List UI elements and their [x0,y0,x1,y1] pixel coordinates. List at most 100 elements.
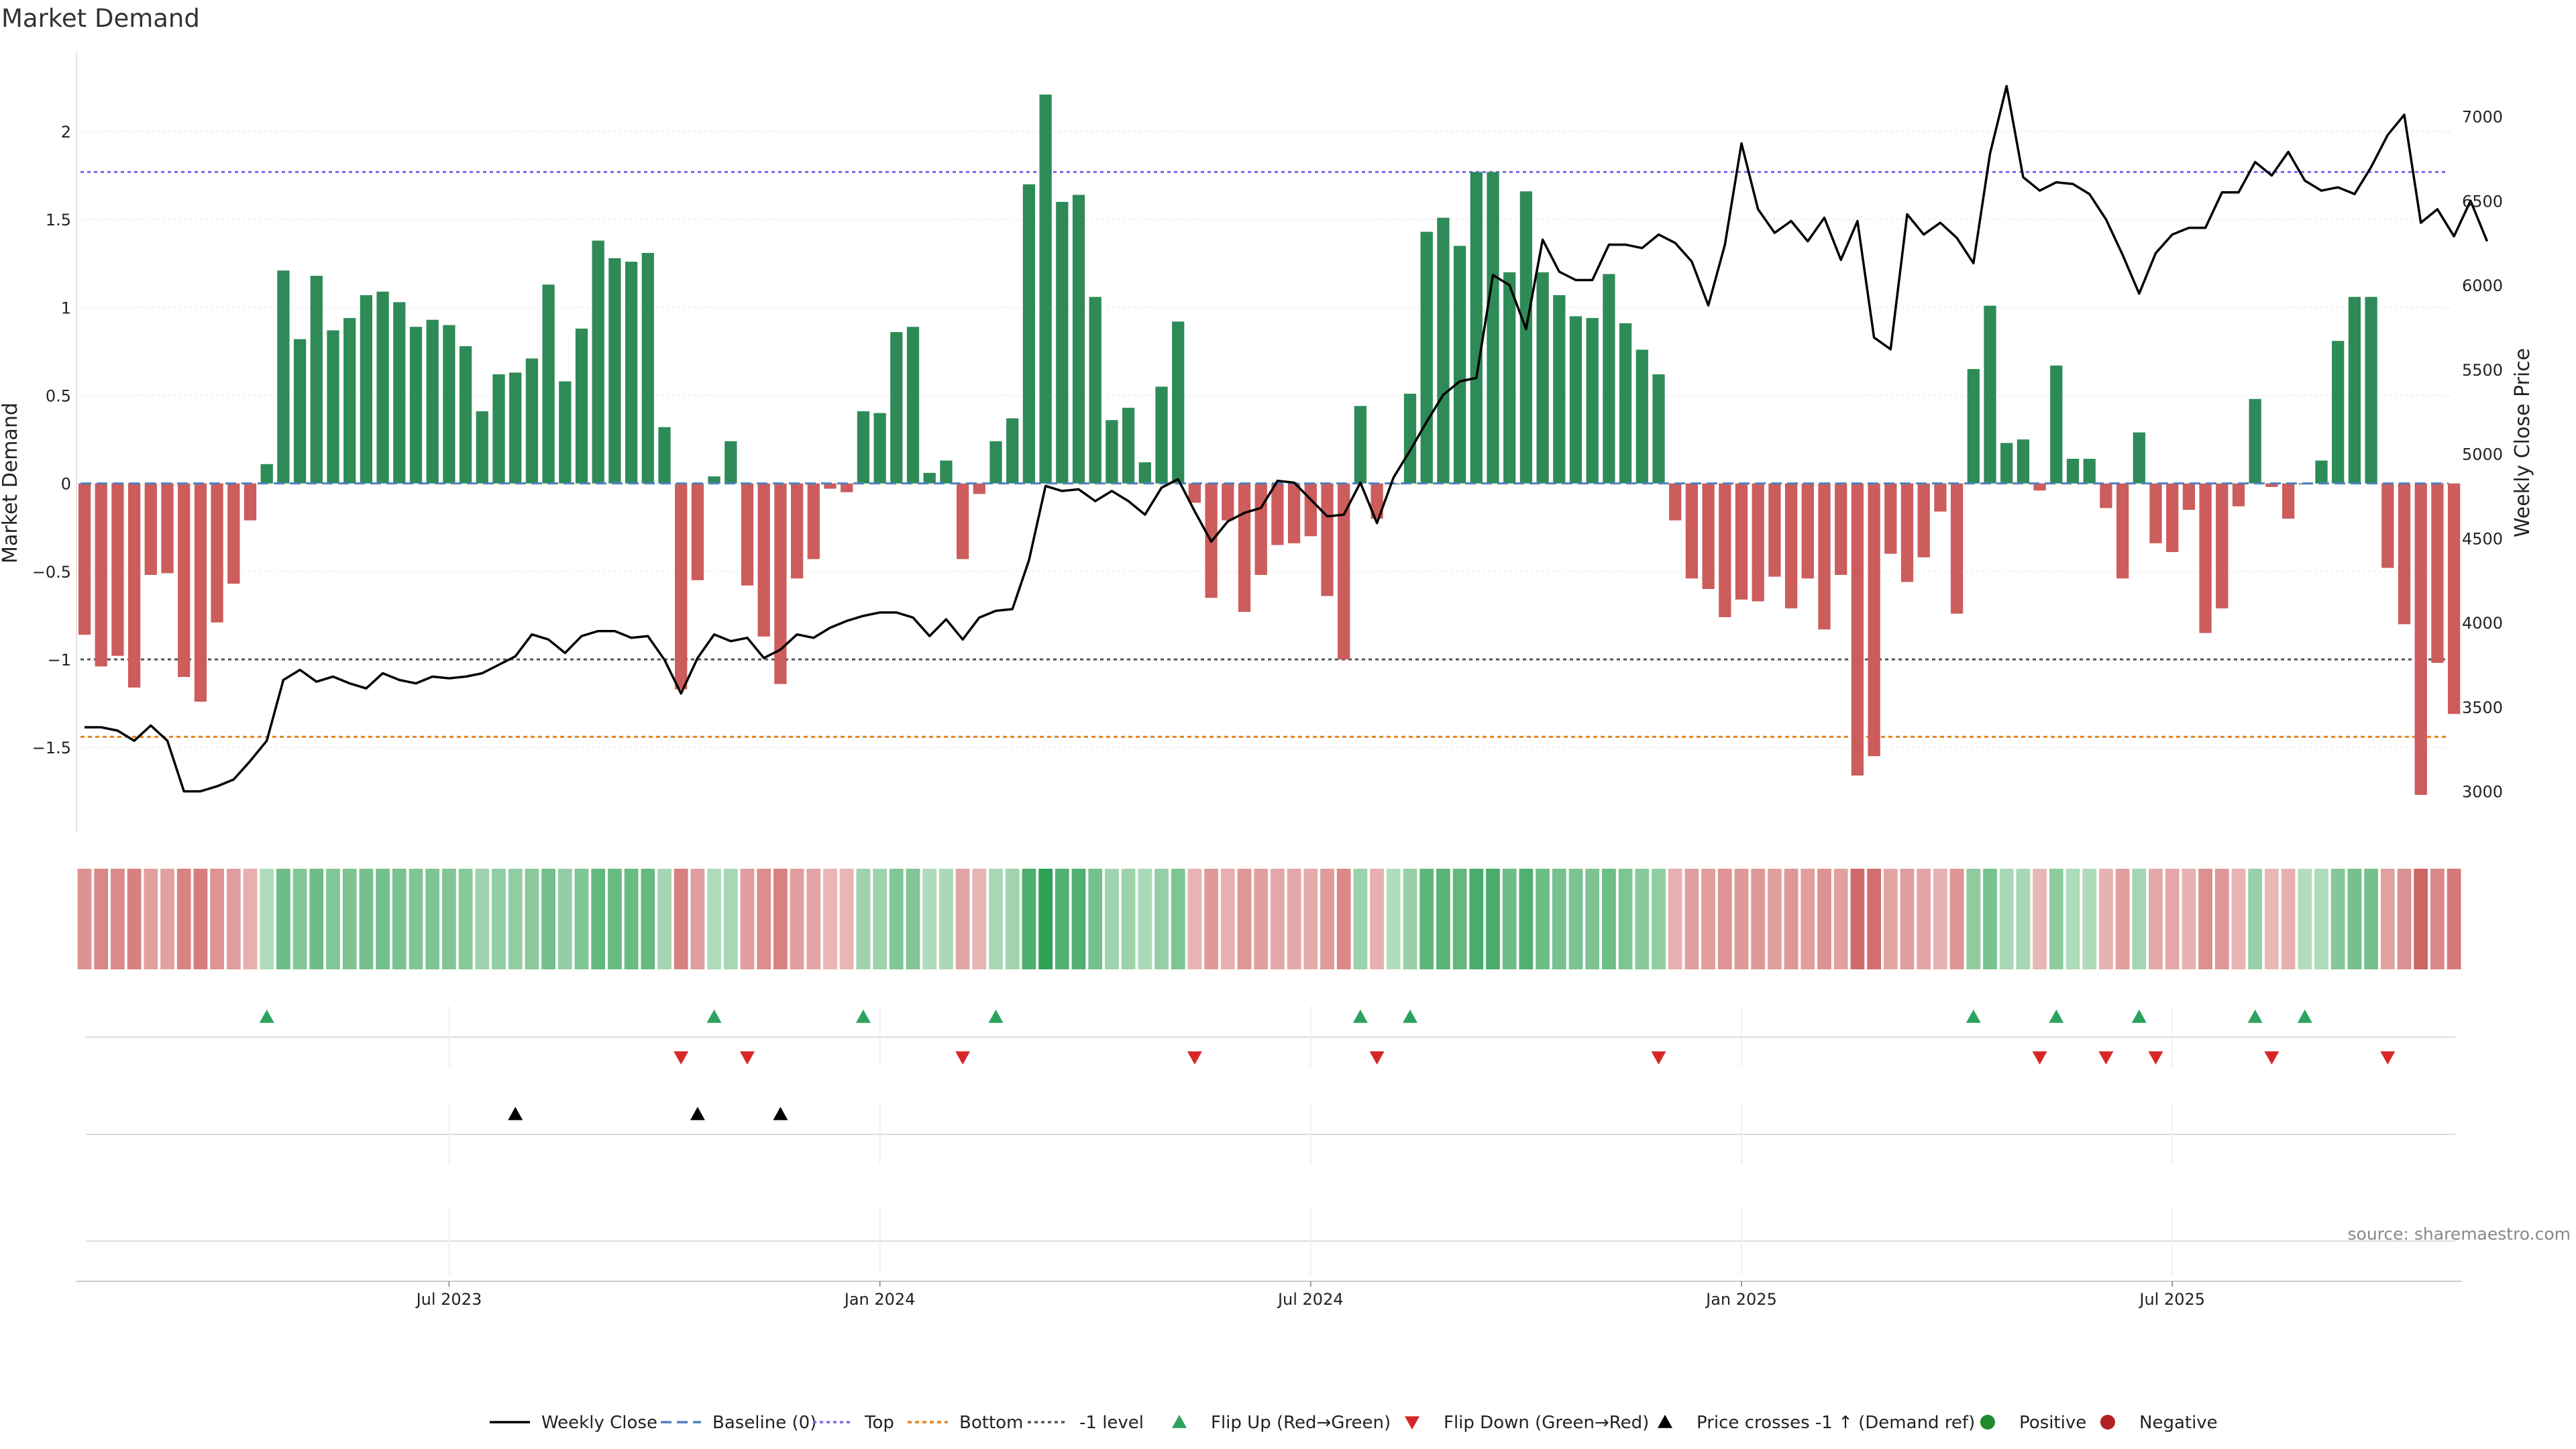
heat-cell [2231,869,2246,969]
legend-label: Top [864,1413,894,1433]
demand-bar-negative [790,483,804,579]
demand-bar-negative [1338,483,1350,659]
heat-cell [1204,869,1218,969]
demand-bar-negative [2166,483,2179,552]
heat-cell [1717,869,1732,969]
heat-cell [1801,869,1815,969]
legend-item: Flip Down (Green→Red) [1405,1413,1649,1433]
y2-tick-label: 5500 [2462,361,2503,380]
demand-bar-negative [2182,483,2196,510]
heat-cell [1768,869,1782,969]
demand-bar-positive [2050,365,2063,484]
heat-cell [2430,869,2445,969]
demand-bar-negative [741,483,754,586]
heat-cell [674,869,688,969]
legend-item: Weekly Close [490,1413,657,1433]
heat-cell [906,869,920,969]
heat-cell [922,869,937,969]
heat-cell [541,869,555,969]
heat-cell [2380,869,2395,969]
y-axis-title: Market Demand [0,402,22,564]
heat-cell [1751,869,1766,969]
heat-cell [226,869,241,969]
y2-tick-label: 5000 [2462,445,2503,464]
demand-bar-negative [1222,483,1234,521]
heat-cell [624,869,639,969]
heat-cell [1320,869,1334,969]
heat-cell [2414,869,2428,969]
demand-bar-negative [1917,483,1930,557]
heat-cell [856,869,871,969]
demand-bar-negative [1868,483,1880,757]
demand-bar-negative [1287,483,1301,543]
demand-bar-negative [78,483,91,635]
x-tick-label: Jul 2025 [2138,1290,2205,1309]
demand-bar-negative [2232,483,2245,506]
flip-up-marker [259,1010,274,1023]
demand-bar-negative [1950,483,1964,614]
demand-bar-negative [1254,483,1267,576]
demand-bar-negative [1735,483,1748,600]
heat-cell [2314,869,2328,969]
heat-cell [1038,869,1053,969]
heat-cell [492,869,506,969]
demand-bar-positive [658,427,671,484]
demand-bar-positive [724,441,737,484]
heat-cell [1254,869,1269,969]
heat-cell [790,869,804,969]
demand-bar-negative [956,483,969,559]
demand-bar-negative [127,483,141,688]
heat-cell [276,869,290,969]
demand-bar-negative [1238,483,1251,612]
demand-bar-positive [940,460,953,484]
heat-cell [260,869,274,969]
heat-cell [2447,869,2461,969]
heat-cell [2281,869,2296,969]
demand-bar-negative [194,483,207,702]
demand-bar-negative [1719,483,1731,617]
heat-cell [2165,869,2180,969]
y-tick-label: −0.5 [32,563,71,582]
heat-cell [757,869,771,969]
heat-cell [111,869,125,969]
demand-bar-positive [2066,458,2080,484]
demand-bar-negative [2398,483,2411,625]
demand-bar-positive [1138,462,1151,484]
demand-bar-positive [476,411,488,484]
demand-bar-positive [376,291,389,484]
demand-bar-negative [1321,483,1334,596]
legend-dot-swatch [2100,1415,2115,1430]
heat-cell [1436,869,1450,969]
y2-tick-label: 4500 [2462,529,2503,548]
demand-bar-positive [1437,217,1450,484]
heat-cell [309,869,324,969]
y2-tick-label: 4000 [2462,614,2503,633]
heat-cell [1088,869,1103,969]
demand-bar-positive [575,328,588,484]
legend: Weekly Close Baseline (0) Top Bottom -1 leve… [490,1413,2218,1433]
heat-cell [210,869,224,969]
flip-up-marker [1403,1010,1417,1023]
demand-bar-negative [161,483,174,574]
heat-cell [1386,869,1401,969]
heat-cell [591,869,606,969]
demand-bar-negative [1685,483,1699,579]
demand-bar-negative [2431,483,2444,663]
heat-cell [939,869,953,969]
demand-bar-negative [841,483,853,492]
flip-up-marker [1352,1010,1368,1023]
flip-up-marker [988,1010,1004,1023]
y2-tick-label: 6000 [2462,276,2503,295]
heat-cell [1734,869,1749,969]
heat-cell [2214,869,2229,969]
heat-cell [1303,869,1318,969]
heat-cell [1833,869,1848,969]
heat-cell [2016,869,2031,969]
legend-label: Price crosses -1 ↑ (Demand ref) [1697,1413,1975,1433]
demand-bar-positive [2332,341,2345,484]
demand-bar-negative [1702,483,1715,590]
legend-marker-swatch [1172,1415,1187,1428]
demand-bar-positive [2083,458,2096,484]
demand-bar-negative [757,483,770,637]
heat-cell [475,869,490,969]
